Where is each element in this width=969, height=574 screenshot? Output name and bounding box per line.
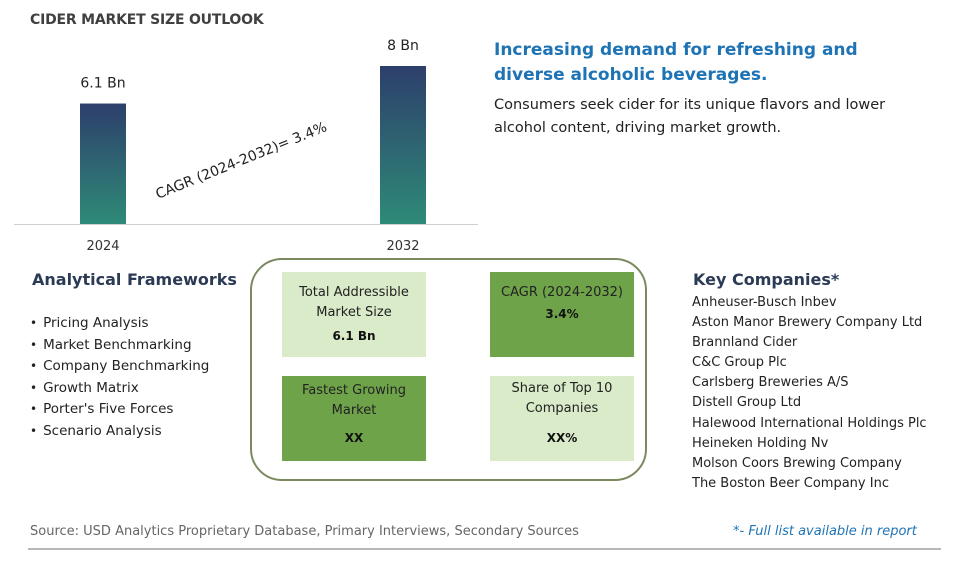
footer-divider <box>28 548 941 550</box>
metric-value: XX <box>344 431 364 445</box>
bar-2024 <box>80 103 126 224</box>
company-item: Halewood International Holdings Plc <box>692 415 927 431</box>
company-item: Carlsberg Breweries A/S <box>692 375 849 391</box>
bar-2032 <box>380 66 426 224</box>
company-item: Aston Manor Brewery Company Ltd <box>692 315 923 331</box>
bar-chart: 6.1 Bn 2024 8 Bn 2032 CAGR (2024-2032)= 3.4… <box>14 38 478 254</box>
metric-value: 6.1 Bn <box>332 329 376 343</box>
x-tick-label: 2024 <box>86 239 119 254</box>
metric-label: CAGR (2024-2032) <box>501 285 623 300</box>
framework-item: Pricing Analysis <box>30 313 209 335</box>
company-item: Molson Coors Brewing Company <box>692 455 902 471</box>
headline: Increasing demand for refreshing and div… <box>494 40 858 85</box>
metric-label: Fastest Growing Market <box>302 383 406 418</box>
metrics-panel <box>250 258 647 481</box>
company-item: Distell Group Ltd <box>692 395 802 411</box>
metric-card-cagr: CAGR (2024-2032) 3.4% <box>490 272 634 357</box>
company-item: The Boston Beer Company Inc <box>692 475 889 491</box>
frameworks-list: Pricing Analysis Market Benchmarking Com… <box>30 313 209 443</box>
metric-card-fastest-market: Fastest Growing Market XX <box>282 376 426 461</box>
source-note: Source: USD Analytics Proprietary Databa… <box>30 524 579 539</box>
metric-value: 3.4% <box>545 307 579 321</box>
company-item: C&C Group Plc <box>692 355 787 371</box>
description: Consumers seek cider for its unique flav… <box>494 97 886 136</box>
company-item: Anheuser-Busch Inbev <box>692 295 837 310</box>
key-companies-title: Key Companies* <box>693 270 840 289</box>
framework-item: Company Benchmarking <box>30 356 209 378</box>
metric-label: Share of Top 10 Companies <box>511 381 613 416</box>
metric-card-market-size: Total Addressible Market Size 6.1 Bn <box>282 272 426 357</box>
framework-item: Market Benchmarking <box>30 335 209 357</box>
x-tick-label: 2032 <box>386 239 419 254</box>
cagr-annotation: CAGR (2024-2032)= 3.4% <box>154 119 330 202</box>
framework-item: Porter's Five Forces <box>30 399 209 421</box>
metric-card-top10-share: Share of Top 10 Companies XX% <box>490 376 634 461</box>
company-item: Brannland Cider <box>692 335 798 351</box>
frameworks-title: Analytical Frameworks <box>32 270 237 289</box>
metric-value: XX% <box>546 431 578 445</box>
metric-label: Total Addressible Market Size <box>299 285 409 320</box>
framework-item: Growth Matrix <box>30 378 209 400</box>
company-item: Heineken Holding Nv <box>692 435 829 451</box>
bar-value-label: 6.1 Bn <box>80 76 125 92</box>
framework-item: Scenario Analysis <box>30 421 209 443</box>
key-companies-list: Anheuser-Busch Inbev Aston Manor Brewery… <box>692 293 927 494</box>
bar-value-label: 8 Bn <box>387 38 419 54</box>
page-title: CIDER MARKET SIZE OUTLOOK <box>30 12 264 28</box>
footnote: *- Full list available in report <box>733 524 917 539</box>
